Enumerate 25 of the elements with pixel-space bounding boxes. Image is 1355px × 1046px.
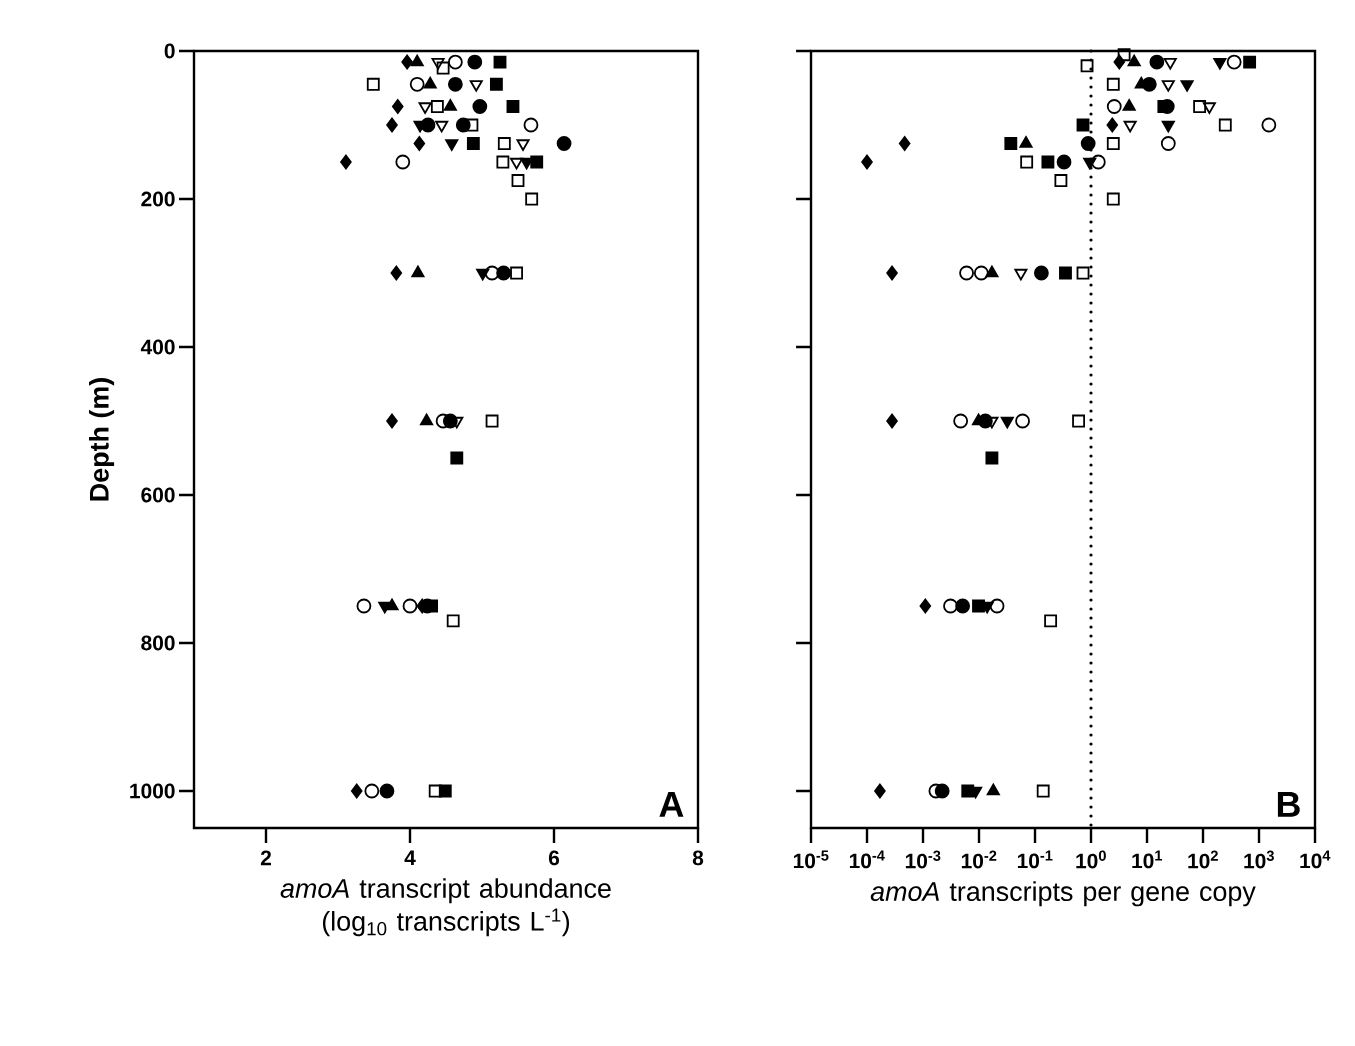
x-tick-label: 10$^{-1}$ <box>1017 850 1053 869</box>
x-tick-label: 10$^{-2}$ <box>961 850 997 869</box>
x-tick-label: 8 <box>692 850 704 866</box>
y-tick-label: 800 <box>141 635 175 651</box>
x-tick-label: 10$^{2}$ <box>1188 850 1218 869</box>
y-tick-label: 400 <box>140 339 175 355</box>
y-tick-label: 1000 <box>130 783 175 799</box>
y-tick-label: 200 <box>141 191 175 207</box>
x-tick-label: 10$^{3}$ <box>1244 850 1274 869</box>
y-tick-label: 0 <box>164 43 175 59</box>
x-tick-label: 10$^{-5}$ <box>793 850 829 869</box>
x-tick-label: 2 <box>260 850 271 866</box>
annotation: A <box>659 792 684 817</box>
annotation: B <box>1277 792 1300 817</box>
x-tick-label: 10$^{1}$ <box>1132 850 1163 869</box>
y-tick-label: 600 <box>141 487 175 503</box>
x-tick-label: 10$^{-3}$ <box>905 850 941 869</box>
y-axis-title: Depth (m) <box>89 378 115 501</box>
x-axis-title: amoA transcript abundance (log$_{10}$ transcripts L$^{-1}$) <box>280 878 611 937</box>
x-axis-title: amoA transcripts per gene copy <box>870 881 1256 907</box>
x-tick-label: 10$^{-4}$ <box>849 850 885 869</box>
x-tick-label: 10$^{4}$ <box>1300 850 1331 869</box>
x-tick-label: 10$^{0}$ <box>1076 850 1106 869</box>
x-tick-label: 6 <box>548 850 560 866</box>
x-tick-label: 4 <box>404 850 416 865</box>
